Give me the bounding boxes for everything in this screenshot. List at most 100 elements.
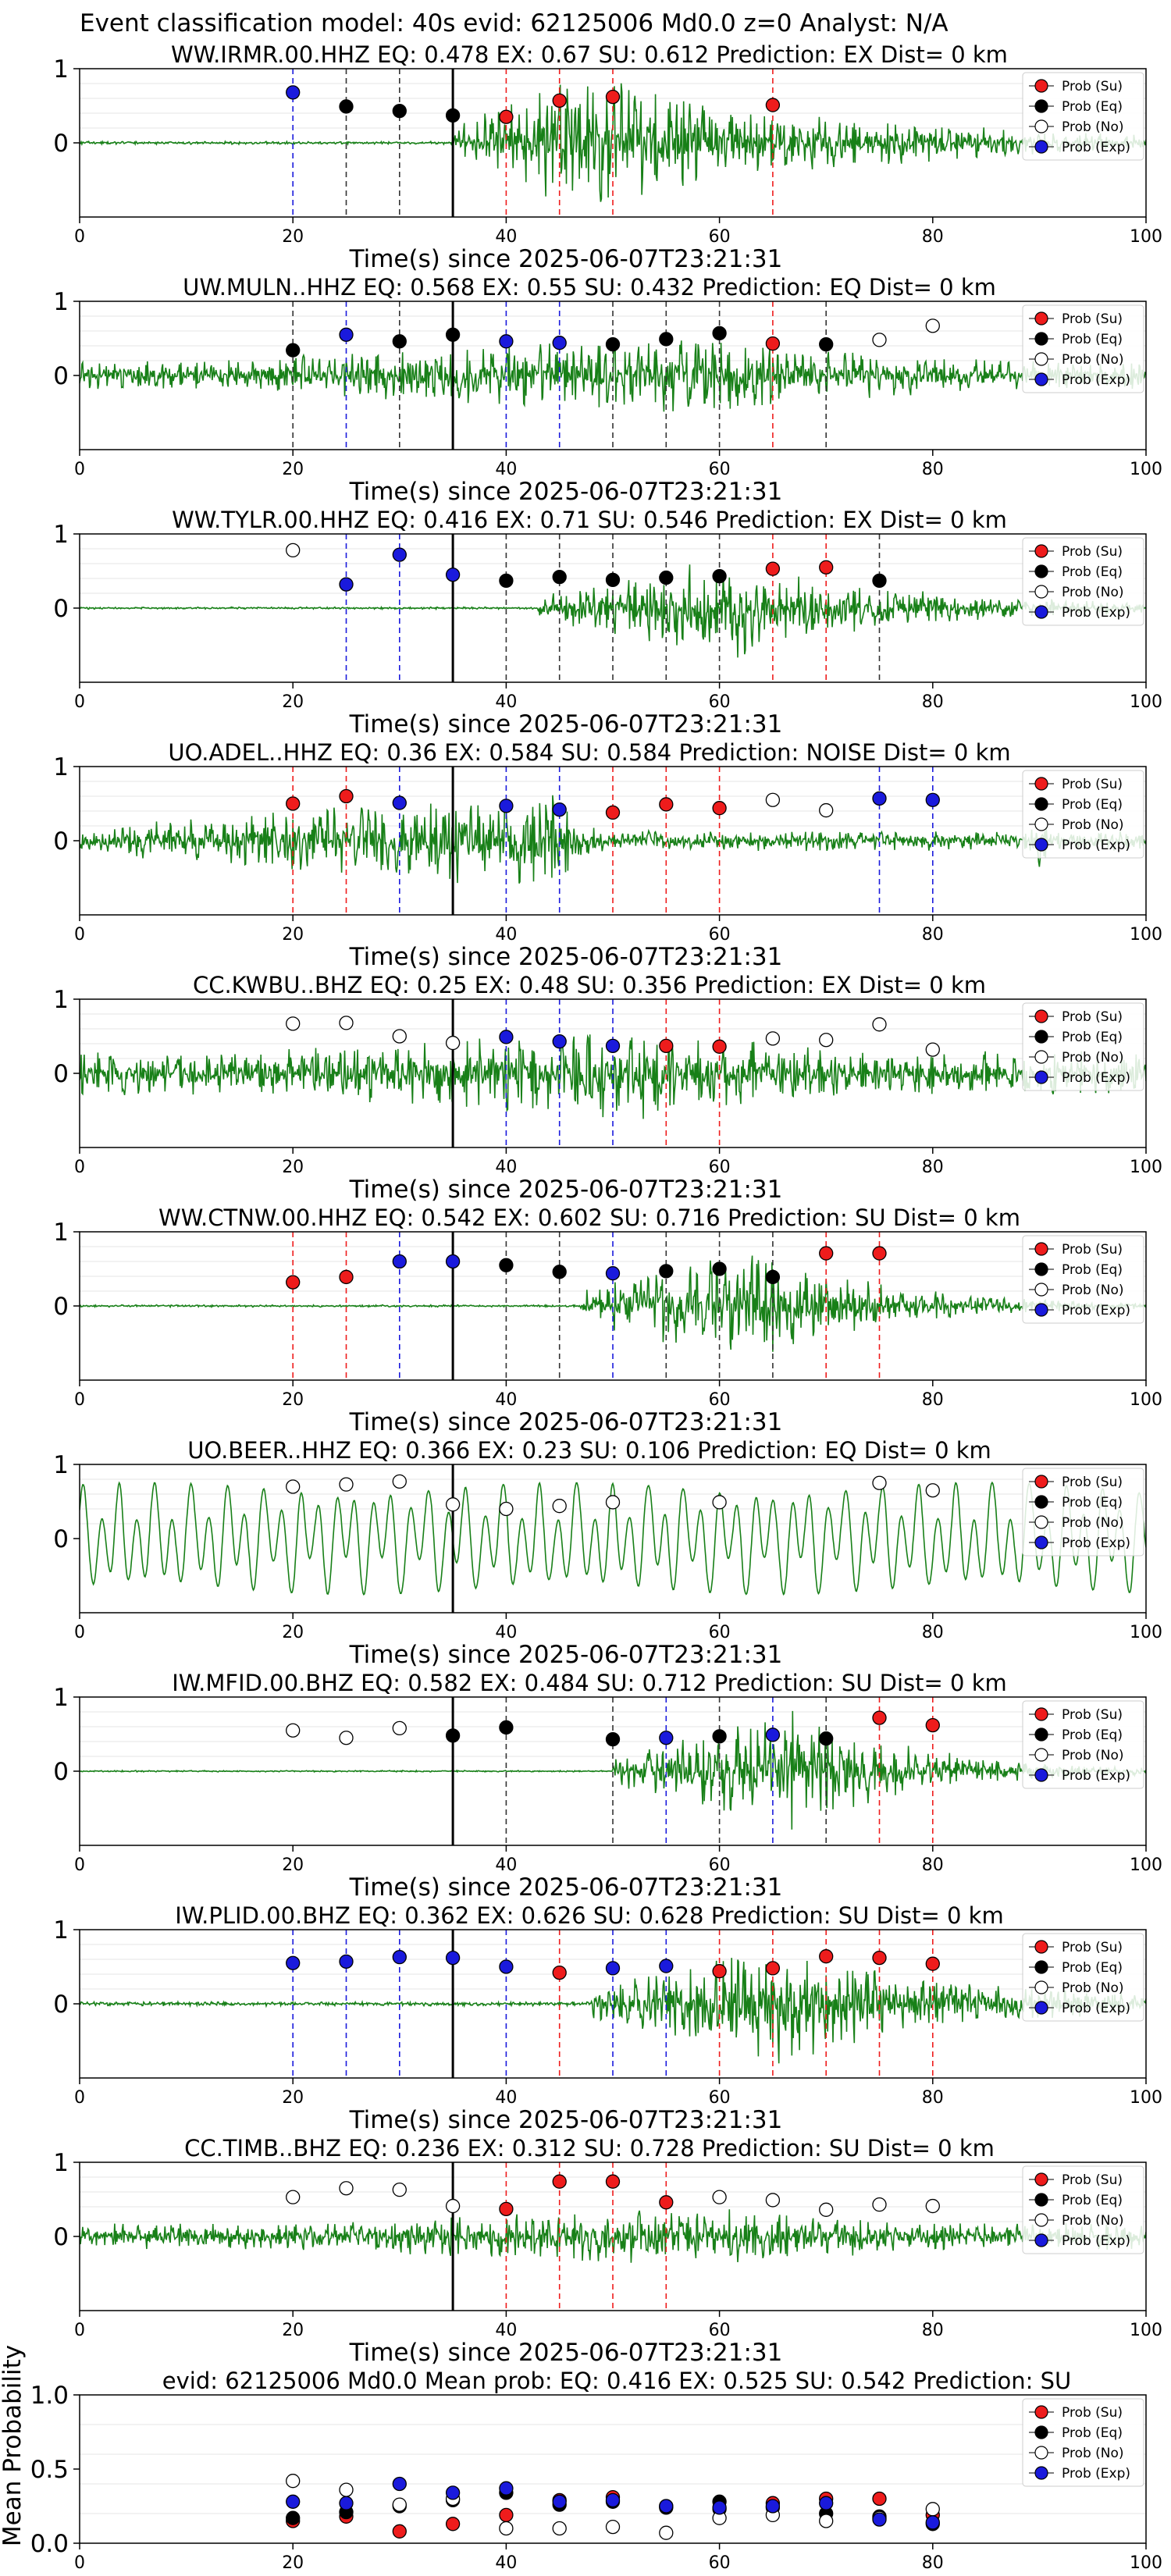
station-panel: UW.MULN..HHZ EQ: 0.568 EX: 0.55 SU: 0.43… — [53, 274, 1162, 506]
prob-point-su — [286, 1275, 301, 1290]
prob-point-exp — [499, 1030, 514, 1044]
prob-point-su — [712, 801, 727, 816]
y-tick-label: 1 — [53, 1219, 69, 1247]
legend-label-exp: Prob (Exp) — [1062, 2001, 1130, 2016]
x-tick-label: 80 — [922, 2088, 944, 2108]
x-axis-label: Time(s) since 2025-06-07T23:21:31 — [349, 1176, 783, 1204]
y-tick-label: 0.0 — [30, 2530, 69, 2558]
x-tick-label: 20 — [282, 1158, 304, 1177]
prob-point-exp — [445, 1254, 461, 1269]
prob-point-eq — [712, 569, 727, 584]
legend-box — [1022, 537, 1144, 626]
prob-point-eq — [659, 1264, 674, 1279]
y-tick-label: 1 — [53, 1684, 69, 1712]
station-panel: UO.ADEL..HHZ EQ: 0.36 EX: 0.584 SU: 0.58… — [53, 739, 1162, 971]
legend-box — [1022, 1468, 1144, 1557]
prob-point-exp — [659, 1959, 674, 1973]
x-tick-label: 40 — [495, 1856, 517, 1875]
x-tick-label: 20 — [282, 1623, 304, 1642]
legend-marker-eq — [1034, 564, 1048, 578]
x-axis-label: Time(s) since 2025-06-07T23:21:31 — [349, 710, 783, 738]
legend-label-exp: Prob (Exp) — [1062, 838, 1130, 853]
prob-point-no — [445, 1035, 461, 1051]
prob-point-eq — [819, 1731, 834, 1746]
legend-marker-exp — [1034, 1535, 1048, 1550]
prob-point-no — [286, 1723, 301, 1738]
seismic-waveform — [80, 1958, 1146, 2064]
prob-point-no — [925, 2198, 940, 2214]
x-tick-label: 60 — [709, 2088, 731, 2108]
legend-box — [1022, 2165, 1144, 2254]
legend-label-no: Prob (No) — [1062, 2213, 1124, 2229]
legend-marker-exp — [1034, 2233, 1048, 2247]
mean-point-no — [819, 2514, 834, 2528]
y-tick-label: 0 — [53, 130, 69, 158]
prob-point-su — [872, 1246, 887, 1261]
prob-point-exp — [765, 1727, 781, 1742]
legend-label-eq: Prob (Eq) — [1062, 1960, 1123, 1976]
x-tick-label: 20 — [282, 1390, 304, 1410]
station-panel: CC.TIMB..BHZ EQ: 0.236 EX: 0.312 SU: 0.7… — [53, 2135, 1162, 2367]
mean-point-no — [659, 2525, 674, 2540]
legend-marker-su — [1034, 311, 1048, 326]
legend-label-su: Prob (Su) — [1062, 311, 1123, 327]
legend-marker-su — [1034, 79, 1048, 93]
x-tick-label: 60 — [709, 1158, 731, 1177]
legend-marker-exp — [1034, 1768, 1048, 1782]
mean-point-no — [925, 2502, 940, 2517]
prob-point-no — [925, 1483, 940, 1498]
prob-point-no — [712, 1495, 727, 1510]
prob-point-eq — [552, 569, 567, 585]
legend-label-exp: Prob (Exp) — [1062, 2466, 1130, 2482]
prob-point-su — [605, 2174, 621, 2189]
panel-title: evid: 62125006 Md0.0 Mean prob: EQ: 0.41… — [162, 2368, 1071, 2394]
prob-point-eq — [712, 326, 727, 341]
legend-marker-eq — [1034, 99, 1048, 113]
prob-point-exp — [499, 799, 514, 813]
y-tick-label: 0.5 — [30, 2456, 69, 2484]
axes-frame — [79, 766, 1147, 916]
x-tick-label: 80 — [922, 227, 944, 247]
legend-marker-no — [1034, 352, 1048, 366]
prob-point-exp — [339, 1954, 354, 1969]
prob-point-exp — [286, 1955, 301, 1970]
prob-point-su — [819, 1949, 834, 1964]
legend-box — [1022, 1933, 1144, 2022]
x-tick-label: 40 — [495, 2088, 517, 2108]
prob-point-exp — [339, 577, 354, 592]
x-axis-label: Time(s) since 2025-06-07T23:21:31 — [349, 1641, 783, 1669]
legend-marker-no — [1034, 2213, 1048, 2227]
x-tick-label: 20 — [282, 925, 304, 945]
x-tick-label: 20 — [282, 2088, 304, 2108]
prob-point-no — [339, 1731, 354, 1745]
x-tick-label: 80 — [922, 1623, 944, 1642]
y-tick-label: 0 — [53, 1525, 69, 1553]
legend-marker-exp — [1034, 1303, 1048, 1317]
prob-point-su — [659, 797, 674, 812]
prob-point-exp — [392, 547, 407, 562]
legend-marker-no — [1034, 585, 1048, 599]
seismic-waveform — [80, 1710, 1146, 1830]
prob-point-no — [765, 792, 781, 807]
prob-point-no — [819, 802, 834, 818]
x-tick-label: 100 — [1130, 1623, 1162, 1642]
seismic-waveform — [80, 1255, 1146, 1352]
legend-label-exp: Prob (Exp) — [1062, 1303, 1130, 1318]
legend-label-eq: Prob (Eq) — [1062, 2193, 1123, 2208]
legend-label-eq: Prob (Eq) — [1062, 2425, 1123, 2441]
y-tick-label: 0 — [53, 2223, 69, 2251]
legend-box — [1022, 2398, 1144, 2487]
legend-marker-su — [1034, 1940, 1048, 1954]
prob-point-eq — [445, 327, 461, 342]
prob-point-exp — [499, 334, 514, 349]
legend-label-no: Prob (No) — [1062, 1515, 1124, 1531]
x-tick-label: 100 — [1130, 1856, 1162, 1875]
seismic-waveform — [80, 1034, 1146, 1119]
seismic-waveform — [80, 1481, 1146, 1596]
legend-label-exp: Prob (Exp) — [1062, 140, 1130, 155]
axes-frame — [79, 1696, 1147, 1846]
x-tick-label: 20 — [282, 2553, 304, 2573]
prob-point-no — [392, 1720, 407, 1736]
prob-point-no — [339, 1477, 354, 1492]
mean-point-exp — [445, 2485, 461, 2500]
